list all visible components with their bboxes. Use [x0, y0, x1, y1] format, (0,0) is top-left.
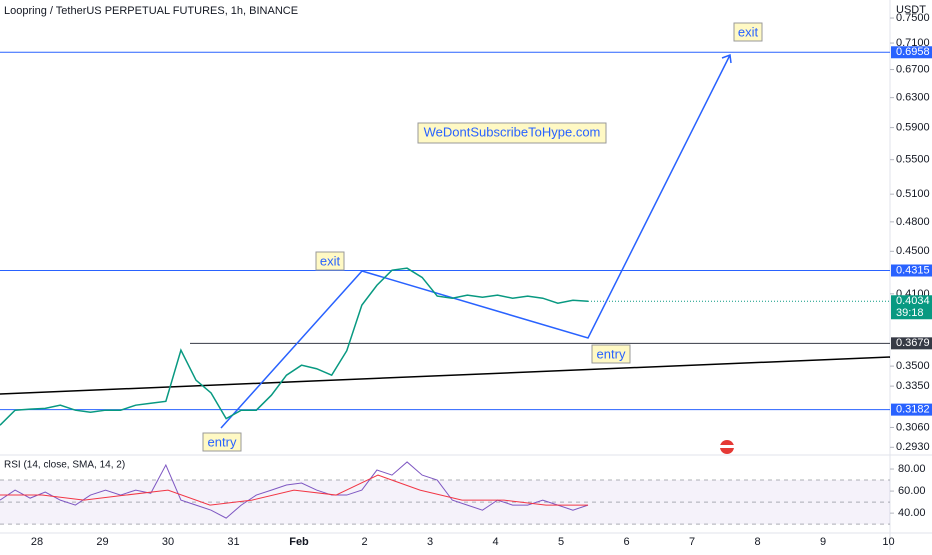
- price-label-box: [891, 403, 932, 416]
- x-tick-label: 3: [427, 536, 433, 548]
- annotation-box: [315, 251, 345, 271]
- x-tick-label: 8: [754, 536, 760, 548]
- price-label: 0.4315: [896, 264, 930, 276]
- y-tick-label: 0.5500: [896, 154, 930, 166]
- rsi-line: [0, 461, 589, 519]
- price-label: 0.4034: [896, 295, 930, 307]
- price-label: 0.6958: [896, 46, 930, 58]
- y-tick-label: 0.5900: [896, 122, 930, 134]
- y-tick-label: 0.7500: [896, 12, 930, 24]
- watermark-annotation: WeDontSubscribeToHype.com: [424, 124, 601, 139]
- price-label-box: [891, 264, 932, 277]
- rsi-sma-line: [0, 474, 588, 506]
- annotation-box: [591, 344, 631, 364]
- countdown: 39:18: [896, 307, 924, 319]
- y-tick-label: 0.6300: [896, 92, 930, 104]
- x-tick-label: Feb: [289, 536, 309, 548]
- x-tick-label: 30: [162, 536, 174, 548]
- x-tick-label: 6: [623, 536, 629, 548]
- annotation-box: [417, 122, 607, 144]
- annotation: entry: [208, 434, 237, 449]
- y-tick-label: 80.00: [898, 463, 926, 475]
- y-tick-label: 0.6700: [896, 63, 930, 75]
- x-tick-label: 31: [227, 536, 239, 548]
- annotation: entry: [597, 346, 626, 361]
- y-tick-label: 0.5100: [896, 188, 930, 200]
- currency: USDT: [896, 4, 926, 16]
- trendline: [0, 356, 891, 395]
- y-tick-label: 0.3350: [896, 380, 930, 392]
- price-label: 0.3679: [896, 337, 930, 349]
- rsi-title: RSI (14, close, SMA, 14, 2): [4, 460, 125, 471]
- x-tick-label: 4: [492, 536, 498, 548]
- y-tick-label: 0.4800: [896, 216, 930, 228]
- rsi-band-fill: [0, 480, 890, 525]
- arrow-head: [721, 53, 732, 64]
- y-tick-label: 0.3500: [896, 360, 930, 372]
- price-label-box: [891, 295, 932, 320]
- projection-path: [220, 54, 731, 429]
- x-tick-label: 7: [689, 536, 695, 548]
- x-tick-label: 2: [361, 536, 367, 548]
- price-label-box: [891, 337, 932, 350]
- y-tick-label: 60.00: [898, 485, 926, 497]
- chart-title: Loopring / TetherUS PERPETUAL FUTURES, 1…: [4, 5, 298, 17]
- y-tick-label: 0.4500: [896, 245, 930, 257]
- price-label-box: [891, 46, 932, 59]
- x-tick-label: 29: [96, 536, 108, 548]
- x-tick-label: 9: [820, 536, 826, 548]
- y-tick-label: 0.3060: [896, 421, 930, 433]
- x-tick-label: 28: [31, 536, 43, 548]
- annotation: exit: [738, 24, 759, 39]
- y-tick-label: 40.00: [898, 507, 926, 519]
- annotation-box: [202, 432, 242, 452]
- y-tick-label: 0.2930: [896, 441, 930, 453]
- annotation: exit: [320, 253, 341, 268]
- y-tick-label: 0.7100: [896, 37, 930, 49]
- annotation-box: [733, 22, 763, 42]
- x-tick-label: 5: [558, 536, 564, 548]
- price-label: 0.3182: [896, 404, 930, 416]
- event-flag-stripe: [720, 445, 734, 448]
- price-line: [0, 267, 589, 426]
- x-tick-label: 10: [882, 536, 894, 548]
